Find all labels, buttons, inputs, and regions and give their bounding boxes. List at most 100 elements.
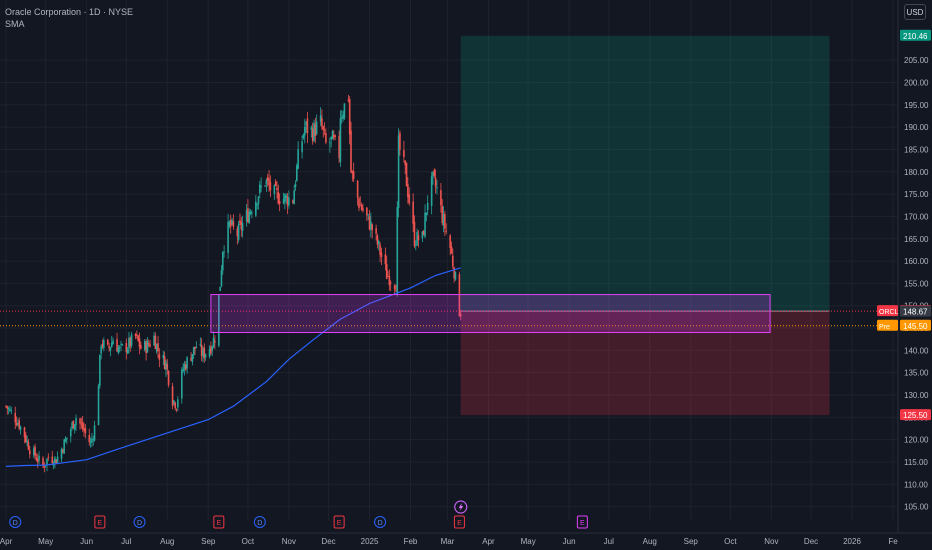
candle	[393, 284, 396, 294]
candle	[28, 445, 31, 459]
earnings-marker[interactable]: E	[94, 515, 106, 529]
candle	[184, 361, 187, 372]
candle	[340, 109, 343, 124]
candle	[66, 437, 68, 445]
y-tick-label: 140.00	[904, 346, 929, 355]
candle	[72, 420, 75, 429]
candle	[412, 193, 414, 233]
latest-event-badge[interactable]	[454, 500, 468, 514]
candle	[440, 182, 442, 213]
svg-text:E: E	[457, 520, 462, 527]
candle	[414, 240, 417, 251]
symbol-title[interactable]: Oracle Corporation · 1D · NYSE	[5, 7, 134, 17]
candle	[117, 344, 120, 355]
x-tick-label: Nov	[764, 537, 778, 546]
candle	[294, 180, 297, 191]
svg-text:E: E	[337, 520, 342, 527]
candle	[43, 462, 46, 473]
price-axis[interactable]: 105.00110.00115.00120.00125.00130.00135.…	[897, 0, 932, 550]
candle	[6, 405, 9, 415]
y-tick-label: 135.00	[904, 369, 929, 378]
candle	[399, 130, 401, 156]
candle	[284, 192, 286, 210]
indicator-label[interactable]: SMA	[5, 19, 25, 29]
chart-legend: Oracle Corporation · 1D · NYSE SMA	[5, 6, 133, 30]
candle	[204, 353, 207, 361]
candle	[99, 354, 101, 389]
earnings-marker[interactable]: E	[213, 515, 225, 529]
earnings-marker[interactable]: E	[333, 515, 345, 529]
candle	[445, 223, 447, 235]
svg-text:125.50: 125.50	[903, 411, 928, 420]
x-tick-label: 2026	[843, 537, 861, 546]
candle	[18, 417, 21, 431]
x-tick-label: Jun	[80, 537, 93, 546]
candle	[315, 114, 318, 136]
candle	[323, 122, 326, 136]
candle	[125, 338, 128, 360]
candle	[278, 193, 281, 212]
dividend-marker[interactable]: D	[9, 516, 22, 528]
candle	[73, 424, 76, 434]
candle	[303, 118, 306, 144]
support-zone-rectangle[interactable]	[210, 294, 771, 333]
dividend-marker[interactable]: D	[374, 516, 387, 528]
candle	[302, 133, 305, 140]
candle	[38, 451, 40, 465]
x-tick-label: Jun	[563, 537, 576, 546]
candle	[388, 269, 391, 291]
candle	[192, 346, 195, 359]
candle	[232, 214, 235, 230]
candle	[10, 406, 13, 415]
candle	[360, 202, 363, 211]
currency-button[interactable]: USD	[904, 4, 926, 20]
candle	[220, 264, 223, 288]
candle	[214, 335, 216, 350]
target-zone[interactable]	[460, 35, 830, 312]
candle	[380, 247, 383, 266]
time-axis[interactable]: Apr May Jun Jul Aug Sep Oct Nov Dec 2025 Feb Mar Apr…	[0, 532, 932, 550]
candle	[356, 179, 359, 206]
candle	[154, 332, 157, 350]
earnings-marker[interactable]: E	[453, 515, 465, 529]
candle	[260, 177, 262, 193]
dividend-marker[interactable]: D	[133, 516, 146, 528]
candle	[27, 439, 30, 451]
candle	[89, 437, 92, 448]
svg-text:145.50: 145.50	[903, 322, 928, 331]
candle	[17, 418, 19, 427]
candle	[311, 122, 314, 145]
earnings-marker[interactable]: E	[576, 515, 588, 529]
candle	[97, 383, 100, 426]
candle	[342, 110, 344, 122]
y-tick-label: 155.00	[904, 279, 929, 288]
candle	[367, 214, 370, 221]
candle	[248, 208, 251, 225]
candle	[432, 171, 434, 185]
candle	[397, 128, 400, 218]
candle	[277, 184, 280, 205]
y-tick-label: 165.00	[904, 235, 929, 244]
candle	[322, 125, 325, 138]
candle	[404, 160, 407, 175]
candle	[83, 422, 85, 437]
candle	[347, 94, 350, 103]
candle	[426, 195, 429, 216]
x-tick-label: Sep	[684, 537, 699, 546]
candle	[319, 107, 322, 126]
stop-zone[interactable]	[460, 311, 830, 416]
candle	[350, 121, 352, 174]
sma-line[interactable]	[5, 267, 461, 467]
svg-text:ORCL: ORCL	[879, 309, 899, 316]
candle	[251, 210, 253, 219]
dividend-marker[interactable]: D	[253, 516, 266, 528]
x-tick-label: Apr	[482, 537, 495, 546]
candle	[240, 216, 243, 237]
candle	[174, 401, 177, 411]
candle	[203, 343, 206, 363]
candle	[241, 215, 244, 238]
candle	[256, 203, 258, 210]
candle	[221, 251, 224, 275]
candle	[247, 199, 249, 224]
